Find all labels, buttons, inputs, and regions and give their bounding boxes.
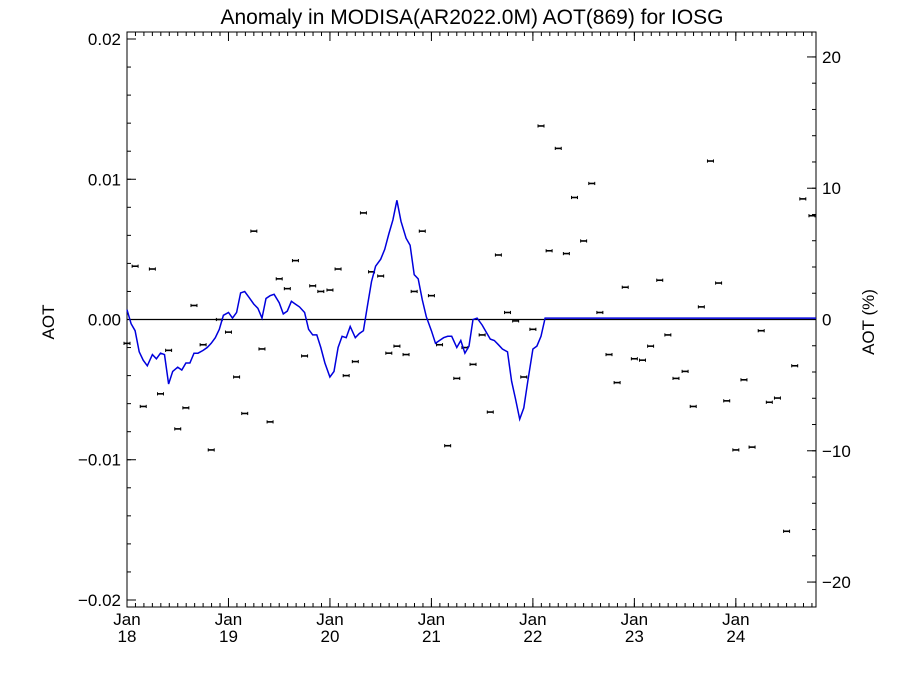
x-tick-year: 18	[118, 627, 137, 646]
anomaly-points	[123, 124, 816, 533]
y2-tick-label: 0	[822, 311, 831, 330]
x-tick-month: Jan	[621, 610, 648, 629]
x-tick-month: Jan	[113, 610, 140, 629]
y2-tick-label: −20	[822, 573, 851, 592]
y-tick-label: 0.01	[88, 170, 121, 189]
x-tick-month: Jan	[316, 610, 343, 629]
y-tick-label: −0.02	[78, 591, 121, 610]
x-tick-month: Jan	[722, 610, 749, 629]
smoothed-anomaly-line	[126, 200, 816, 422]
x-tick-month: Jan	[519, 610, 546, 629]
y2-tick-label: 10	[822, 179, 841, 198]
axis-ticks: −0.02−0.010.000.010.02−20−1001020Jan18Ja…	[78, 30, 851, 646]
y-tick-label: −0.01	[78, 451, 121, 470]
x-tick-month: Jan	[418, 610, 445, 629]
chart-title: Anomaly in MODISA(AR2022.0M) AOT(869) fo…	[221, 6, 724, 29]
x-tick-year: 19	[219, 627, 238, 646]
smoothed-line-layer	[126, 200, 816, 422]
y2-axis-label: AOT (%)	[859, 289, 878, 355]
x-tick-year: 22	[523, 627, 542, 646]
y2-tick-label: −10	[822, 442, 851, 461]
x-tick-year: 20	[320, 627, 339, 646]
y-tick-label: 0.02	[88, 30, 121, 49]
x-tick-year: 21	[422, 627, 441, 646]
y2-tick-label: 20	[822, 48, 841, 67]
x-tick-year: 24	[726, 627, 745, 646]
x-tick-year: 23	[625, 627, 644, 646]
y-tick-label: 0.00	[88, 311, 121, 330]
x-tick-month: Jan	[215, 610, 242, 629]
y-axis-label: AOT	[39, 305, 58, 340]
